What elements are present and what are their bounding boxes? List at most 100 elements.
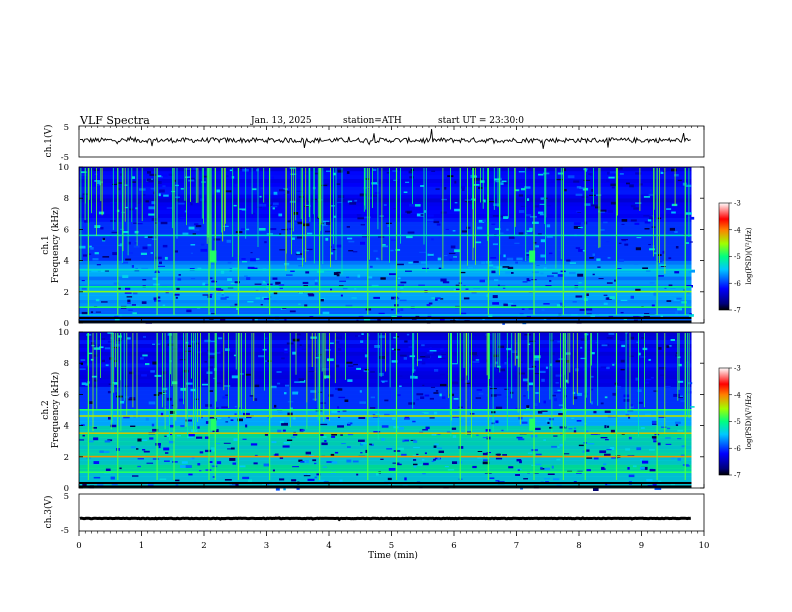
spectrogram-texture [604, 396, 608, 399]
spectrogram-texture [518, 372, 525, 375]
spectrogram-texture [221, 406, 229, 409]
spectrogram-texture [150, 187, 155, 190]
spectrogram-texture [416, 464, 422, 466]
spectrogram-row [79, 248, 692, 254]
spectrogram-texture [90, 247, 94, 250]
spectrogram-row [79, 167, 692, 172]
spectrogram-texture [324, 230, 331, 233]
spectrogram-texture [677, 429, 684, 432]
spectrogram-texture [148, 206, 155, 210]
spectrogram-texture [588, 173, 592, 175]
spectrogram-texture [661, 426, 667, 428]
spectrogram-texture [268, 204, 272, 207]
spectrogram-texture [383, 204, 387, 206]
spectrogram-texture [232, 462, 237, 465]
spectrogram-texture [211, 465, 218, 467]
spectrogram-texture [400, 281, 407, 284]
chart-title: VLF Spectra [79, 114, 150, 127]
spectrogram-texture [123, 415, 130, 419]
spectrogram-texture [586, 197, 589, 199]
spectrogram-texture [154, 374, 162, 377]
spectrogram-texture [623, 204, 627, 207]
spectrogram-texture [185, 168, 192, 170]
spectrogram-texture [505, 271, 511, 275]
spectrogram-texture [282, 445, 290, 448]
spectrogram-texture [589, 257, 594, 259]
spectrogram-texture [143, 194, 146, 196]
spectrogram-texture [93, 476, 101, 479]
spectrogram-texture [378, 312, 385, 314]
spectrogram-texture [527, 198, 530, 201]
spectrogram-texture [176, 435, 181, 437]
spectrogram-texture [558, 358, 565, 360]
spectrogram-texture [495, 480, 500, 482]
spectrogram-texture [376, 257, 379, 260]
spectrogram-texture [573, 180, 580, 183]
spectrogram-texture [224, 479, 232, 481]
frequency-band-line [79, 306, 692, 308]
spectrogram-texture [297, 257, 304, 260]
spectrogram-texture [543, 439, 546, 441]
spectrogram-texture [413, 463, 418, 466]
station-label: station=ATH [343, 116, 402, 126]
spectrogram-texture [494, 361, 498, 365]
spectrogram-texture [176, 287, 180, 290]
spectrogram-texture [135, 207, 138, 210]
spectrogram-texture [503, 254, 506, 258]
spectrogram-row [79, 307, 692, 312]
spectrogram-texture [126, 296, 133, 298]
spectrogram-texture [488, 264, 494, 267]
spectrogram-texture [152, 277, 158, 280]
spectrogram-texture [385, 222, 392, 224]
spectrogram-texture [502, 182, 509, 185]
spectrogram-texture [440, 357, 446, 360]
spectrogram-texture [412, 454, 420, 457]
spectrogram-texture [298, 265, 304, 267]
spectrogram-texture [393, 208, 397, 210]
spectrogram-texture [516, 459, 522, 462]
spectrogram-texture [604, 409, 611, 413]
spectrogram-texture [391, 316, 399, 318]
frequency-band-line [79, 234, 692, 237]
spectrogram-texture [226, 239, 232, 243]
spectrogram-texture [618, 258, 624, 262]
spectrogram-texture [200, 248, 208, 252]
spectrogram-texture [474, 178, 480, 181]
spectrogram-texture [365, 449, 368, 453]
spectrogram-texture [455, 284, 460, 286]
spectrogram-texture [228, 416, 231, 419]
spectrogram-texture [596, 258, 601, 261]
spectrogram-texture [460, 271, 466, 274]
spectrogram-texture [270, 176, 274, 179]
spectrogram-texture [576, 420, 582, 422]
spectrogram-texture [234, 281, 240, 284]
spectrogram-row [79, 221, 692, 226]
spectrogram-texture [579, 308, 586, 311]
spectrogram-texture [360, 224, 365, 226]
spectrogram-texture [483, 459, 490, 461]
spectrogram-texture [287, 220, 291, 223]
spectrogram-texture [589, 194, 596, 196]
spectrogram-texture [346, 459, 352, 463]
spectrogram-texture [188, 177, 195, 181]
spectrogram-texture [526, 405, 530, 409]
spectrogram-texture [452, 391, 459, 393]
spectrogram-texture [575, 295, 583, 298]
spectrogram-texture [549, 280, 552, 282]
spectrogram-texture [488, 201, 495, 203]
spectrogram-texture [649, 469, 656, 472]
spectrogram-texture [365, 308, 372, 311]
frequency-band-line [79, 415, 692, 417]
spectrogram-texture [361, 442, 367, 445]
spectrogram-texture [212, 448, 216, 452]
spectrogram-texture [671, 203, 678, 207]
spectrogram-row [79, 287, 692, 293]
spectrogram-texture [130, 446, 136, 449]
spectrogram-row [79, 402, 692, 407]
spectrogram-texture [204, 284, 209, 286]
spectrogram-texture [420, 214, 424, 216]
spectrogram-texture [162, 392, 167, 394]
spectrogram-texture [80, 174, 88, 176]
x-axis: 0 1 2 3 4 5 6 7 8 9 10 [76, 126, 709, 551]
